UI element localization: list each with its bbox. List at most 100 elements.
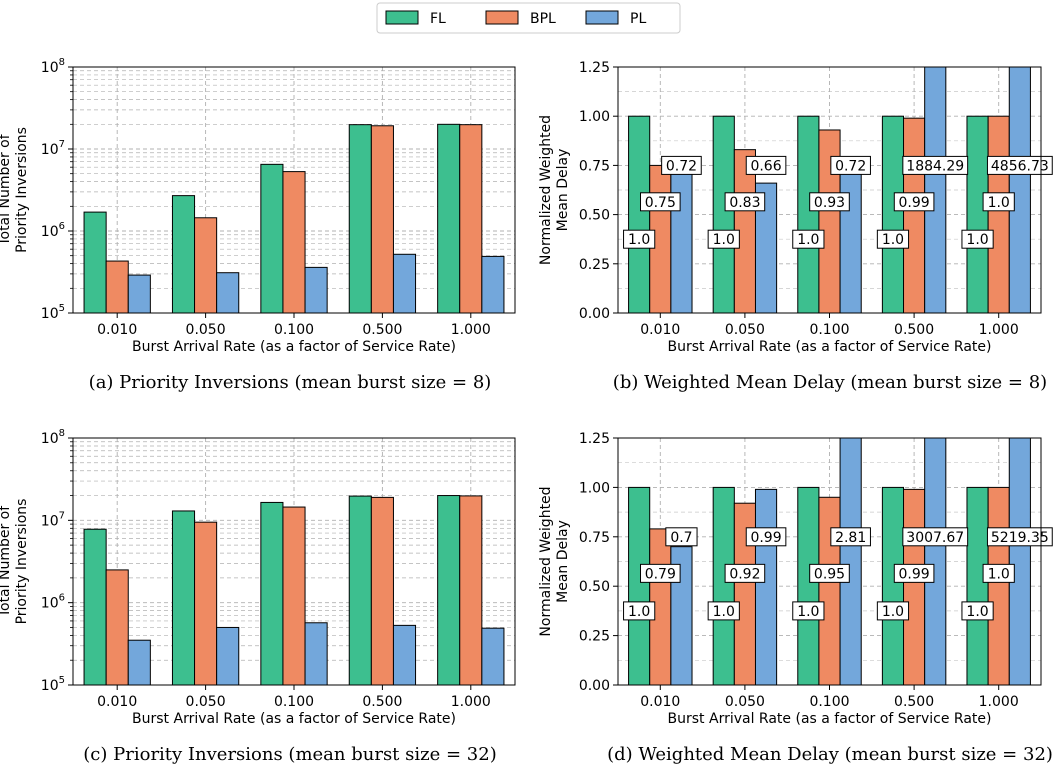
legend-label-pl: PL <box>630 11 646 27</box>
value-label-fl-0.010: 1.0 <box>628 604 650 620</box>
legend-swatch-bpl <box>485 10 519 25</box>
bars <box>83 495 505 685</box>
value-label-box <box>876 601 910 621</box>
value-label-box <box>640 192 681 212</box>
value-label-box <box>640 563 681 583</box>
bar-fl-0.050 <box>712 115 735 313</box>
legend-label-bpl: BPL <box>530 11 556 27</box>
value-label-pl-0.050: 0.66 <box>750 158 781 174</box>
value-label-pl-1.000: 5219.35 <box>991 530 1049 546</box>
value-label-pl-0.500: 1884.29 <box>906 158 964 174</box>
bar-bpl-1.000 <box>459 124 483 313</box>
panel-a-priority-inversions: 105 106 107 108 0.010 0.050 0.100 0.500 1.000Bur… <box>0 57 516 393</box>
bar-fl-1.000 <box>966 486 989 685</box>
value-label-box <box>961 229 994 249</box>
x-axis: 0.010 0.050 0.100 0.500 1.000 <box>97 685 491 710</box>
bar-pl-0.100 <box>839 438 862 685</box>
value-label-box <box>707 601 740 621</box>
value-label-fl-1.000: 1.0 <box>966 232 988 248</box>
x-tick-label: 0.050 <box>725 694 765 710</box>
bar-fl-1.000 <box>437 495 461 685</box>
bar-bpl-0.500 <box>370 496 394 685</box>
bar-fl-0.500 <box>348 124 372 313</box>
value-label-box <box>707 229 740 249</box>
value-label-box <box>792 601 825 621</box>
y-tick-label: 0.75 <box>579 158 610 174</box>
value-label-box <box>893 192 935 212</box>
value-label-pl-1.000: 4856.73 <box>991 158 1049 174</box>
y-axis-label: Total Number ofPriority Inversions <box>0 499 30 625</box>
bar-fl-0.010 <box>83 211 107 313</box>
x-tick-label: 0.500 <box>362 322 402 338</box>
x-tick-label: 0.010 <box>640 322 680 338</box>
bar-fl-0.100 <box>797 115 820 313</box>
value-label-box <box>809 192 850 212</box>
bar-fl-0.500 <box>348 495 372 685</box>
bar-bpl-0.050 <box>194 217 218 313</box>
bar-fl-0.100 <box>797 486 820 685</box>
bar-pl-0.100 <box>304 622 328 685</box>
bar-pl-0.500 <box>924 67 947 313</box>
value-label-box <box>830 527 871 547</box>
x-axis: 0.010 0.050 0.100 0.500 1.000 <box>640 685 1019 710</box>
panel-caption: (c) Priority Inversions (mean burst size… <box>83 744 496 765</box>
y-axis-label: Normalized WeightedMean Delay <box>538 115 571 265</box>
value-label-bpl-1.000: 1.0 <box>988 195 1010 211</box>
bar-bpl-1.000 <box>987 115 1010 313</box>
value-label-pl-0.010: 0.72 <box>666 158 697 174</box>
x-tick-label: 1.000 <box>451 694 491 710</box>
y-tick-label: 0.50 <box>579 208 610 224</box>
x-tick-label: 0.100 <box>809 694 849 710</box>
x-tick-label: 0.010 <box>97 694 137 710</box>
value-label-bpl-0.500: 0.99 <box>899 195 930 211</box>
bar-pl-1.000 <box>1008 67 1031 313</box>
value-label-box <box>745 527 787 547</box>
legend-swatch-fl <box>385 10 419 25</box>
y-tick-label: 0.00 <box>579 678 610 694</box>
value-label-fl-0.500: 1.0 <box>882 232 904 248</box>
y-tick-label: 0.25 <box>579 257 610 273</box>
value-label-pl-0.010: 0.7 <box>670 530 692 546</box>
x-axis: 0.010 0.050 0.100 0.500 1.000 <box>97 313 491 338</box>
x-tick-label: 0.100 <box>274 694 314 710</box>
value-label-fl-1.000: 1.0 <box>966 604 988 620</box>
bar-fl-0.050 <box>171 195 196 313</box>
bar-bpl-0.010 <box>105 260 129 313</box>
value-label-bpl-0.100: 0.95 <box>814 566 845 582</box>
bar-bpl-0.010 <box>105 569 129 685</box>
bar-fl-1.000 <box>437 123 461 313</box>
x-axis-label: Burst Arrival Rate (as a factor of Servi… <box>132 711 456 727</box>
bar-fl-1.000 <box>966 115 989 313</box>
value-label-box <box>792 229 825 249</box>
value-labels: 1.0 1.0 1.0 1.0 1.0 0.75 0.83 0.93 0.99 1.0 0.72 0.… <box>623 155 1053 249</box>
bar-bpl-0.100 <box>282 506 306 685</box>
y-tick-label: 1.00 <box>579 109 610 125</box>
y-tick-label: 1.25 <box>579 60 610 76</box>
y-tick-label: 108 <box>41 57 65 76</box>
value-label-fl-0.100: 1.0 <box>797 604 819 620</box>
bar-pl-0.050 <box>754 182 778 313</box>
bar-pl-1.000 <box>1008 438 1031 685</box>
x-axis-label: Burst Arrival Rate (as a factor of Servi… <box>668 339 992 355</box>
y-axis: 0.00 0.25 0.50 0.75 1.00 1.25 <box>579 60 618 322</box>
value-label-box <box>724 563 766 583</box>
bar-bpl-0.050 <box>194 521 218 685</box>
panel-d-weighted-mean-delay: 1.0 1.0 1.0 1.0 1.0 0.79 0.92 0.95 0.99 1.0 0.7 0.9… <box>538 431 1053 765</box>
bar-fl-0.010 <box>83 528 107 685</box>
bars <box>628 67 1031 313</box>
x-tick-label: 0.500 <box>894 694 934 710</box>
y-tick-label: 0.50 <box>579 579 610 595</box>
y-tick-label: 107 <box>41 510 65 529</box>
x-tick-label: 0.100 <box>809 322 849 338</box>
value-label-box <box>876 229 910 249</box>
bar-pl-0.500 <box>392 624 417 685</box>
y-tick-label: 105 <box>41 303 65 322</box>
bar-pl-1.000 <box>481 255 505 313</box>
bar-fl-0.100 <box>260 163 284 313</box>
bar-bpl-1.000 <box>459 495 483 685</box>
value-label-box <box>809 563 850 583</box>
value-label-fl-0.100: 1.0 <box>797 232 819 248</box>
y-tick-label: 107 <box>41 139 65 158</box>
bar-bpl-0.100 <box>818 496 841 685</box>
